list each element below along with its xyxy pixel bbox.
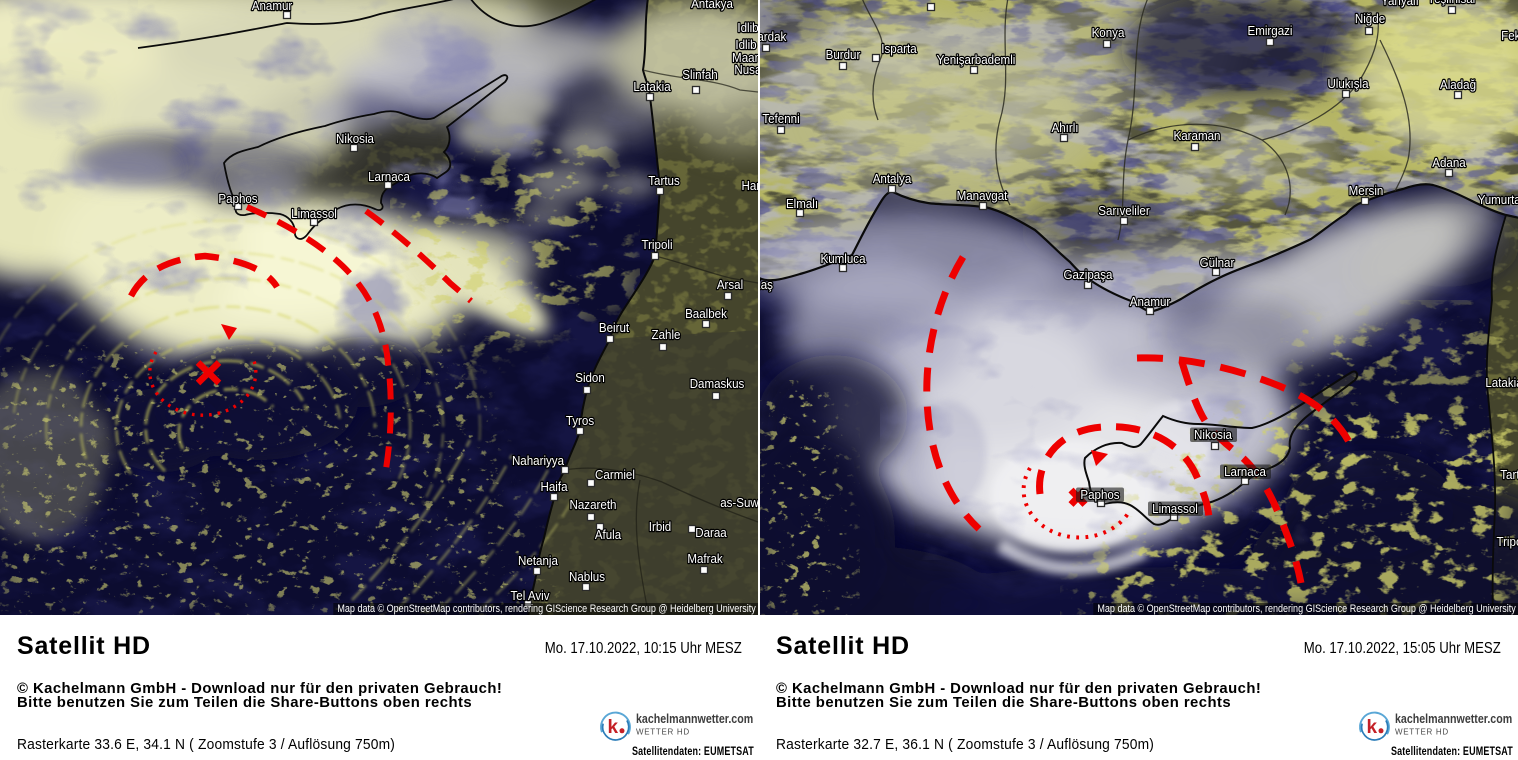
- svg-text:Kumluca: Kumluca: [821, 251, 867, 266]
- svg-text:Latakia: Latakia: [633, 79, 671, 94]
- svg-text:WETTER HD: WETTER HD: [636, 728, 690, 737]
- svg-text:k: k: [1367, 717, 1378, 738]
- svg-text:Limassol: Limassol: [291, 206, 337, 221]
- svg-text:Nusayb: Nusayb: [734, 62, 758, 77]
- svg-text:Baalbek: Baalbek: [685, 306, 727, 321]
- svg-text:as-Suwayda: as-Suwayda: [720, 495, 758, 510]
- svg-text:Gazipaşa: Gazipaşa: [1064, 267, 1114, 282]
- svg-text:Karaman: Karaman: [1174, 128, 1221, 143]
- svg-text:Gülnar: Gülnar: [1200, 255, 1235, 270]
- svg-text:Zahle: Zahle: [652, 327, 681, 342]
- svg-text:Sarıveliler: Sarıveliler: [1098, 203, 1150, 218]
- svg-text:Maarrat: Maarrat: [732, 50, 758, 65]
- svg-text:Irbid: Irbid: [649, 519, 672, 534]
- svg-text:Tartus: Tartus: [648, 173, 680, 188]
- svg-text:Aladağ: Aladağ: [1440, 77, 1476, 92]
- svg-text:Kaş: Kaş: [760, 277, 773, 292]
- svg-text:Mersin: Mersin: [1349, 183, 1384, 198]
- svg-text:Haifa: Haifa: [540, 479, 568, 494]
- svg-text:Sidon: Sidon: [575, 370, 605, 385]
- svg-text:Ahırlı: Ahırlı: [1052, 120, 1079, 135]
- svg-text:Tripoli: Tripoli: [641, 237, 672, 252]
- svg-text:kachelmannwetter.com: kachelmannwetter.com: [1395, 711, 1512, 726]
- svg-text:Damaskus: Damaskus: [690, 376, 745, 391]
- svg-text:Paphos: Paphos: [1080, 487, 1120, 502]
- svg-text:Yenişarbademli: Yenişarbademli: [937, 52, 1016, 67]
- svg-text:Isparta: Isparta: [881, 41, 917, 56]
- svg-text:Feke: Feke: [1501, 28, 1518, 43]
- svg-text:Yahyalı: Yahyalı: [1381, 0, 1419, 8]
- svg-text:WETTER HD: WETTER HD: [1395, 728, 1449, 737]
- svg-text:Tripoli: Tripoli: [1496, 534, 1518, 549]
- svg-text:Larnaca: Larnaca: [368, 169, 410, 184]
- svg-text:Daraa: Daraa: [695, 525, 727, 540]
- svg-text:Arsal: Arsal: [717, 277, 743, 292]
- svg-text:Carmiel: Carmiel: [595, 467, 635, 482]
- svg-text:Antalya: Antalya: [873, 171, 912, 186]
- svg-text:Idlib: Idlib: [737, 20, 758, 35]
- svg-text:Tyros: Tyros: [566, 413, 595, 428]
- svg-text:Larnaca: Larnaca: [1224, 464, 1266, 479]
- svg-text:Slinfah: Slinfah: [682, 67, 717, 82]
- svg-text:Konya: Konya: [1092, 25, 1125, 40]
- svg-text:Beirut: Beirut: [599, 320, 630, 335]
- svg-text:Idlib: Idlib: [735, 37, 756, 52]
- svg-text:Ulukışla: Ulukışla: [1327, 76, 1369, 91]
- svg-text:Bardak: Bardak: [760, 29, 787, 44]
- svg-text:Latakia: Latakia: [1485, 375, 1518, 390]
- svg-text:Niğde: Niğde: [1355, 11, 1385, 26]
- svg-text:Limassol: Limassol: [1152, 501, 1198, 516]
- svg-text:Nazareth: Nazareth: [570, 497, 617, 512]
- svg-text:kachelmannwetter.com: kachelmannwetter.com: [636, 711, 753, 726]
- svg-text:Adana: Adana: [1432, 155, 1466, 170]
- svg-text:Nikosia: Nikosia: [1194, 427, 1233, 442]
- svg-text:Nablus: Nablus: [569, 569, 605, 584]
- svg-text:Nikosia: Nikosia: [336, 131, 375, 146]
- svg-text:Yeşilhisar: Yeşilhisar: [1427, 0, 1477, 6]
- svg-text:Yumurtalık: Yumurtalık: [1478, 192, 1518, 207]
- svg-text:Emirgazi: Emirgazi: [1248, 23, 1293, 38]
- svg-text:Afula: Afula: [595, 527, 622, 542]
- svg-text:Antakya: Antakya: [691, 0, 733, 11]
- svg-text:k: k: [608, 717, 619, 738]
- svg-text:Anamur: Anamur: [1130, 294, 1171, 309]
- svg-text:Tefenni: Tefenni: [762, 111, 799, 126]
- svg-text:Paphos: Paphos: [218, 191, 258, 206]
- svg-text:Mafrak: Mafrak: [687, 551, 723, 566]
- svg-text:Manavgat: Manavgat: [957, 188, 1008, 203]
- svg-text:Anamur: Anamur: [252, 0, 293, 13]
- svg-text:Tartus: Tartus: [1500, 467, 1518, 482]
- svg-text:Nahariyya: Nahariyya: [512, 453, 565, 468]
- svg-text:Hama: Hama: [742, 178, 758, 193]
- svg-text:Elmalı: Elmalı: [786, 196, 818, 211]
- svg-text:Netanja: Netanja: [518, 553, 559, 568]
- svg-text:Burdur: Burdur: [826, 47, 861, 62]
- svg-text:Tel Aviv: Tel Aviv: [511, 588, 550, 603]
